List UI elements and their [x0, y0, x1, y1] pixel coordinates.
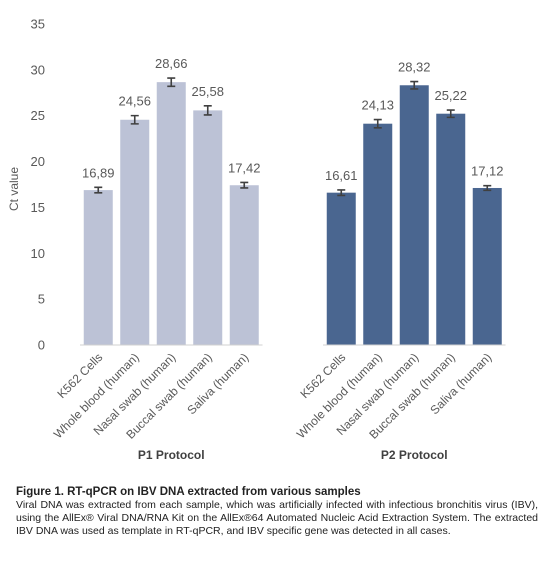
y-axis-label: Ct value [7, 167, 21, 211]
y-tick-label: 15 [31, 200, 45, 215]
data-label: 16,61 [325, 168, 358, 183]
error-bar [203, 105, 212, 116]
caption-title: Figure 1. RT-qPCR on IBV DNA extracted f… [16, 486, 361, 498]
bar [472, 187, 502, 345]
bar [436, 113, 466, 346]
error-bar [240, 181, 249, 189]
y-tick-label: 30 [31, 62, 45, 77]
error-bar [483, 184, 492, 192]
data-label: 28,32 [398, 60, 431, 75]
figure-caption: Figure 1. RT-qPCR on IBV DNA extracted f… [16, 486, 538, 538]
y-tick-label: 0 [38, 338, 45, 353]
group-label: P2 Protocol [381, 448, 448, 462]
y-tick-label: 10 [31, 246, 45, 261]
group-label: P1 Protocol [138, 448, 205, 462]
bar [363, 123, 393, 346]
error-bar [167, 77, 176, 88]
bar [399, 85, 429, 346]
data-label: 24,56 [118, 94, 151, 109]
bar [83, 190, 113, 345]
error-bar [410, 80, 419, 90]
data-label: 28,66 [155, 56, 188, 71]
y-axis: 0 5 10 15 20 25 30 35 [31, 17, 45, 353]
bar [156, 82, 186, 346]
y-tick-label: 20 [31, 154, 45, 169]
data-label: 25,22 [434, 88, 467, 103]
error-bar [130, 114, 139, 125]
data-label: 17,42 [228, 160, 261, 175]
data-label: 24,13 [361, 98, 394, 113]
y-tick-label: 5 [38, 292, 45, 307]
bar [120, 119, 150, 345]
error-bar [373, 118, 382, 129]
bar [229, 185, 259, 345]
caption-body: Viral DNA was extracted from each sample… [16, 499, 538, 537]
error-bar [337, 189, 346, 197]
data-label: 25,58 [191, 84, 224, 99]
y-tick-label: 35 [31, 17, 45, 32]
error-bar [446, 109, 455, 119]
bar [193, 110, 223, 345]
y-tick-label: 25 [31, 108, 45, 123]
bar [326, 192, 356, 345]
data-label: 16,89 [82, 165, 115, 180]
data-label: 17,12 [471, 164, 504, 179]
error-bar [94, 186, 103, 194]
